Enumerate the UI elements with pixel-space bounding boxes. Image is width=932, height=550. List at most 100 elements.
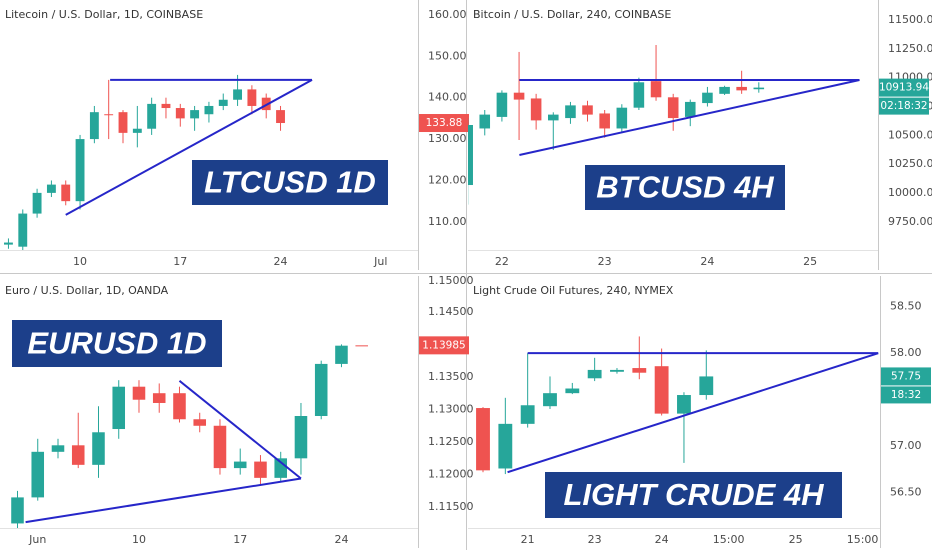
candle-body — [213, 425, 227, 469]
candle-body — [204, 105, 214, 115]
trendline — [178, 380, 302, 480]
price-tag — [879, 78, 929, 97]
candle-body — [132, 128, 142, 133]
x-tick-label: Jul — [373, 255, 387, 268]
candle-body — [147, 103, 157, 129]
trendline — [25, 477, 302, 524]
x-tick-label: 24 — [655, 533, 669, 546]
candle-body — [582, 105, 593, 115]
candle-body — [587, 369, 602, 379]
plot — [468, 45, 765, 205]
candle-body — [650, 81, 662, 98]
x-tick-label: 17 — [173, 255, 187, 268]
chart-title: Light Crude Oil Futures, 240, NYMEX — [473, 284, 674, 297]
x-tick-label: 10 — [73, 255, 87, 268]
candle-body — [565, 388, 580, 394]
x-tick-label: Jun — [28, 533, 46, 546]
candle-body — [18, 213, 28, 247]
candle-body — [654, 366, 669, 414]
y-tick-label: 110.00 — [428, 215, 467, 228]
y-tick-label: 1.13000 — [428, 402, 474, 415]
candle-body — [233, 89, 243, 100]
y-tick-label: 160.00 — [428, 8, 467, 21]
candle-body — [479, 114, 491, 129]
candle-body — [92, 432, 105, 465]
candle-body — [32, 192, 42, 214]
candle-body — [513, 92, 525, 100]
candle-body — [530, 98, 542, 121]
y-tick-label: 57.00 — [890, 439, 922, 452]
candle-body — [233, 461, 247, 469]
annotation: EURUSD 1D — [27, 326, 206, 361]
y-tick-label: 1.11500 — [428, 500, 474, 513]
chart-title: Euro / U.S. Dollar, 1D, OANDA — [5, 284, 169, 297]
candle-body — [335, 345, 348, 364]
candle-body — [193, 419, 207, 426]
candle-body — [632, 368, 647, 373]
candle-body — [468, 125, 473, 186]
candle-body — [112, 386, 126, 430]
candle-body — [175, 108, 185, 119]
plot — [476, 336, 714, 475]
candle-body — [616, 107, 628, 129]
candle-body — [104, 114, 114, 116]
candle-body — [496, 92, 508, 117]
y-tick-label: 10000.00 — [888, 186, 932, 199]
x-tick-label: 23 — [598, 255, 612, 268]
candle-body — [565, 105, 576, 119]
candle-body — [719, 86, 730, 94]
y-tick-label: 140.00 — [428, 91, 467, 104]
x-tick-label: 10 — [132, 533, 146, 546]
trendline — [519, 79, 860, 156]
y-tick-label: 58.50 — [890, 300, 922, 313]
candle-body — [314, 363, 328, 416]
candle-body — [476, 408, 490, 471]
annotation-box — [545, 472, 842, 518]
x-tick-label: 25 — [803, 255, 817, 268]
x-tick-label: 15:00 — [713, 533, 745, 546]
candle-body — [89, 112, 99, 140]
timer-label: 02:18:32 — [880, 100, 927, 112]
candle-body — [274, 458, 287, 478]
y-tick-label: 58.00 — [890, 346, 922, 359]
trendline — [65, 79, 313, 216]
candle-body — [118, 112, 128, 133]
candle-body — [667, 97, 679, 119]
candle-body — [753, 87, 765, 90]
candle-body — [276, 110, 285, 124]
price-tag-label: 133.88 — [426, 117, 463, 129]
candle-body — [599, 113, 610, 129]
price-tag — [419, 336, 469, 355]
candle-body — [218, 99, 228, 106]
candle-body — [677, 395, 691, 414]
candle-body — [355, 345, 368, 347]
candle-body — [4, 242, 13, 245]
timer-tag — [879, 97, 929, 115]
candle-body — [684, 101, 696, 117]
candle-body — [254, 461, 267, 478]
price-tag — [419, 114, 469, 133]
y-tick-label: 10250.00 — [888, 157, 932, 170]
annotation: BTCUSD 4H — [596, 170, 774, 205]
candle-body — [132, 386, 146, 400]
timer-tag — [881, 386, 931, 404]
chart-title: Litecoin / U.S. Dollar, 1D, COINBASE — [5, 8, 203, 21]
x-tick-label: 24 — [334, 533, 348, 546]
candle-body — [520, 405, 535, 424]
y-tick-label: 120.00 — [428, 173, 467, 186]
x-tick-label: 24 — [274, 255, 288, 268]
x-tick-label: 22 — [495, 255, 509, 268]
candle-body — [247, 89, 257, 106]
candle-body — [51, 445, 65, 452]
y-tick-label: 11250.00 — [888, 42, 932, 55]
candle-body — [31, 451, 45, 498]
candle-body — [75, 139, 85, 202]
y-tick-label: 130.00 — [428, 132, 467, 145]
annotation: LIGHT CRUDE 4H — [563, 477, 824, 512]
candle-body — [633, 82, 645, 108]
x-tick-label: 15:00 — [847, 533, 879, 546]
candle-body — [11, 497, 24, 524]
candle-body — [702, 92, 713, 104]
x-tick-label: 25 — [789, 533, 803, 546]
